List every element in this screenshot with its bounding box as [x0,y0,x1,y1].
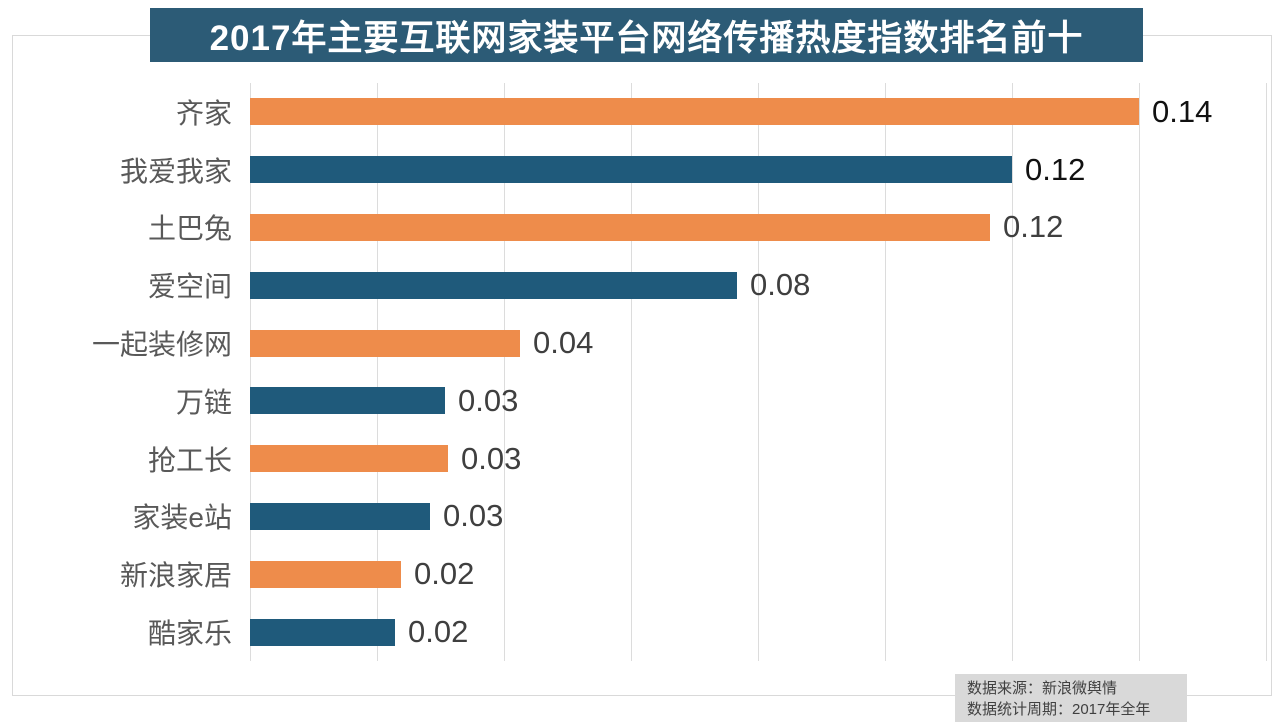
chart-title-banner: 2017年主要互联网家装平台网络传播热度指数排名前十 [150,8,1143,62]
bar-row: 齐家 0.14 [0,83,1282,141]
category-label: 齐家 [175,97,232,129]
gridline [504,83,505,661]
category-label: 万链 [175,386,232,418]
bar [250,560,401,588]
gridline [1012,83,1013,661]
category-label: 酷家乐 [147,618,232,650]
value-label: 0.03 [443,498,504,534]
source-note: 数据来源：新浪微舆情 数据统计周期：2017年全年 [955,674,1187,722]
value-label: 0.04 [533,325,594,361]
bar-row: 抢工长 0.03 [0,430,1282,488]
value-label: 0.02 [414,556,475,592]
gridline [250,83,251,661]
category-label: 家装e站 [132,502,232,534]
bar-row: 酷家乐 0.02 [0,603,1282,661]
category-label: 抢工长 [147,444,232,476]
bar-row: 土巴兔 0.12 [0,199,1282,257]
source-line-2: 数据统计周期：2017年全年 [967,701,1151,718]
gridline [377,83,378,661]
bar [250,445,448,473]
bar [250,329,520,357]
category-label: 爱空间 [147,271,232,303]
gridline [885,83,886,661]
value-label: 0.03 [461,440,522,476]
bar-row: 我爱我家 0.12 [0,141,1282,199]
chart-title: 2017年主要互联网家装平台网络传播热度指数排名前十 [209,18,1084,58]
bar [250,271,737,299]
gridline [631,83,632,661]
bar-row: 一起装修网 0.04 [0,314,1282,372]
bar [250,387,445,415]
value-label: 0.14 [1152,93,1213,129]
source-line-1: 数据来源：新浪微舆情 [967,680,1118,697]
bar [250,98,1139,126]
gridline [1139,83,1140,661]
value-label: 0.08 [750,267,811,303]
value-label: 0.02 [408,614,469,650]
category-label: 我爱我家 [119,155,232,187]
gridline [1266,83,1267,661]
bar-rows: 齐家 0.14 我爱我家 0.12 土巴兔 0.12 爱空间 0.08 一起装修网 0.04 万链 0… [0,83,1282,661]
bar [250,213,990,241]
bar [250,618,395,646]
bar [250,156,1012,184]
gridline [758,83,759,661]
value-label: 0.12 [1003,209,1064,245]
bar [250,502,430,530]
value-label: 0.03 [458,382,519,418]
category-label: 土巴兔 [147,213,232,245]
bar-row: 新浪家居 0.02 [0,545,1282,603]
plot-area [250,83,1267,661]
bar-row: 家装e站 0.03 [0,488,1282,546]
bar-row: 万链 0.03 [0,372,1282,430]
category-label: 新浪家居 [119,560,232,592]
value-label: 0.12 [1025,151,1086,187]
bar-row: 爱空间 0.08 [0,256,1282,314]
category-label: 一起装修网 [91,329,232,361]
